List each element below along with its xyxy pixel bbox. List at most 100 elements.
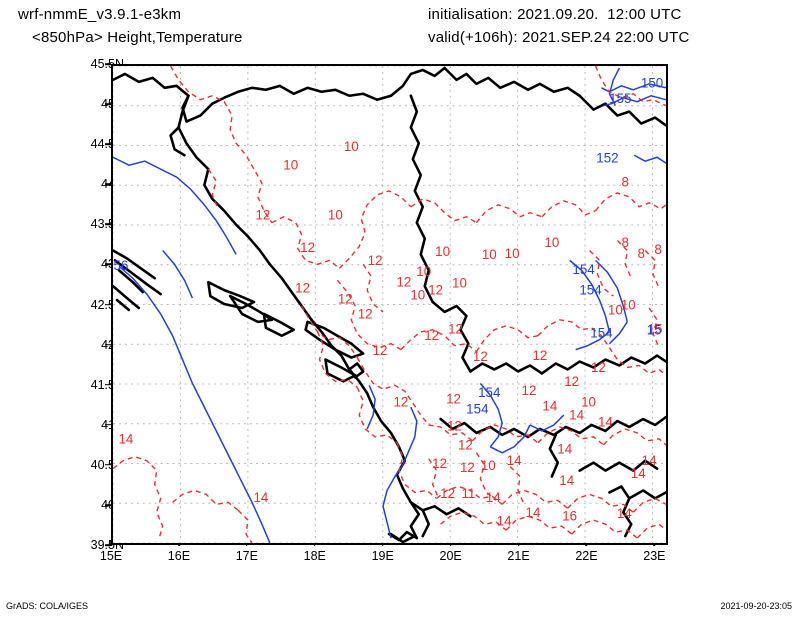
svg-text:154: 154 [579,283,602,298]
svg-text:12: 12 [473,349,488,364]
svg-text:14: 14 [526,505,541,520]
x-axis-tick-label: 18E [303,549,326,563]
svg-text:14: 14 [118,431,133,446]
svg-text:12: 12 [373,343,388,358]
y-axis-tick [105,423,111,426]
svg-text:10: 10 [452,276,467,291]
temperature-contour-layer [113,66,666,543]
y-axis-tick [105,464,111,466]
y-axis-tick [105,183,111,186]
svg-text:12: 12 [447,419,462,434]
svg-text:56: 56 [113,258,128,273]
svg-text:14: 14 [507,453,522,468]
svg-text:14: 14 [557,441,572,456]
svg-text:12: 12 [255,207,270,222]
model-title: wrf-nmmE_v3.9.1-e3km [18,6,182,23]
svg-text:10: 10 [608,302,623,317]
svg-text:12: 12 [424,328,439,343]
svg-text:12: 12 [448,321,463,336]
svg-text:12: 12 [428,283,443,298]
svg-text:10: 10 [482,247,497,262]
svg-text:11: 11 [461,486,475,501]
svg-text:10: 10 [344,139,359,154]
svg-text:12: 12 [358,306,373,321]
y-axis-tick [105,303,111,306]
x-axis-tick-label: 17E [235,549,258,563]
svg-text:12: 12 [532,348,547,363]
y-axis-tick [105,263,111,266]
svg-text:15: 15 [648,321,663,336]
svg-text:14: 14 [559,473,574,488]
svg-text:10: 10 [410,288,425,303]
x-axis-tick-label: 15E [99,549,123,563]
svg-text:10: 10 [435,244,450,259]
svg-text:8: 8 [622,175,629,190]
svg-text:12: 12 [396,275,411,290]
svg-text:12: 12 [338,292,353,307]
svg-text:14: 14 [486,490,501,505]
svg-text:12: 12 [460,460,475,475]
svg-text:10: 10 [621,298,636,313]
svg-text:12: 12 [446,392,461,407]
y-axis-tick [105,143,111,145]
footer-timestamp: 2021-09-20-23:05 [720,601,792,611]
svg-text:12: 12 [440,486,455,501]
footer-credit: GrADS: COLA/IGES [6,601,89,611]
svg-text:154: 154 [466,402,489,417]
svg-text:12: 12 [522,383,537,398]
x-axis-tick-label: 20E [439,549,462,563]
x-axis-tick-label: 16E [167,549,191,563]
y-axis-tick [105,544,111,546]
y-axis-tick [105,343,111,346]
svg-text:14: 14 [569,408,584,423]
svg-text:8: 8 [622,235,629,250]
y-axis-tick [105,63,111,65]
svg-text:14: 14 [598,415,613,430]
svg-text:15: 15 [647,322,662,337]
svg-text:12: 12 [564,374,579,389]
svg-text:152: 152 [596,151,618,166]
svg-text:14: 14 [497,514,512,529]
svg-text:10: 10 [416,264,431,279]
svg-text:8: 8 [654,242,661,257]
y-axis-tick [105,504,111,506]
svg-text:8: 8 [637,246,644,261]
x-axis-tick-label: 22E [575,549,598,563]
svg-text:155: 155 [609,91,631,106]
svg-text:12: 12 [393,395,408,410]
svg-text:14: 14 [631,466,646,481]
svg-text:14: 14 [617,506,632,521]
svg-text:12: 12 [368,253,383,268]
svg-text:10: 10 [544,235,559,250]
svg-text:14: 14 [253,490,268,505]
coastline-layer [113,66,666,543]
svg-text:154: 154 [572,262,595,277]
x-axis-tick-label: 23E [643,549,666,563]
x-axis-tick-label: 19E [371,549,394,563]
svg-text:10: 10 [581,395,596,410]
svg-text:154: 154 [478,385,501,400]
svg-text:14: 14 [642,453,657,468]
svg-text:12: 12 [295,281,310,296]
valid-time: valid(+106h): 2021.SEP.24 22:00 UTC [428,29,690,46]
svg-text:14: 14 [542,399,557,414]
field-title: <850hPa> Height,Temperature [32,29,243,46]
svg-text:10: 10 [505,246,520,261]
init-time: initialisation: 2021.09.20. 12:00 UTC [428,6,682,23]
svg-text:10: 10 [481,458,496,473]
svg-text:10: 10 [328,207,343,222]
x-axis-tick-label: 21E [507,549,530,563]
svg-text:150: 150 [641,75,663,90]
svg-text:12: 12 [591,360,606,375]
svg-text:154: 154 [590,325,613,340]
svg-text:12: 12 [432,456,447,471]
y-axis-tick [105,383,111,386]
y-axis-tick [105,223,111,226]
y-axis-tick [105,103,111,105]
map-plot-area: 10 10 12 10 12 12 12 10 10 10 10 10 10 12 12 12 10 12 12 12… [111,64,668,545]
svg-text:10: 10 [283,158,298,173]
svg-text:12: 12 [300,240,315,255]
svg-text:16: 16 [562,509,577,524]
height-contour-layer [113,67,666,543]
